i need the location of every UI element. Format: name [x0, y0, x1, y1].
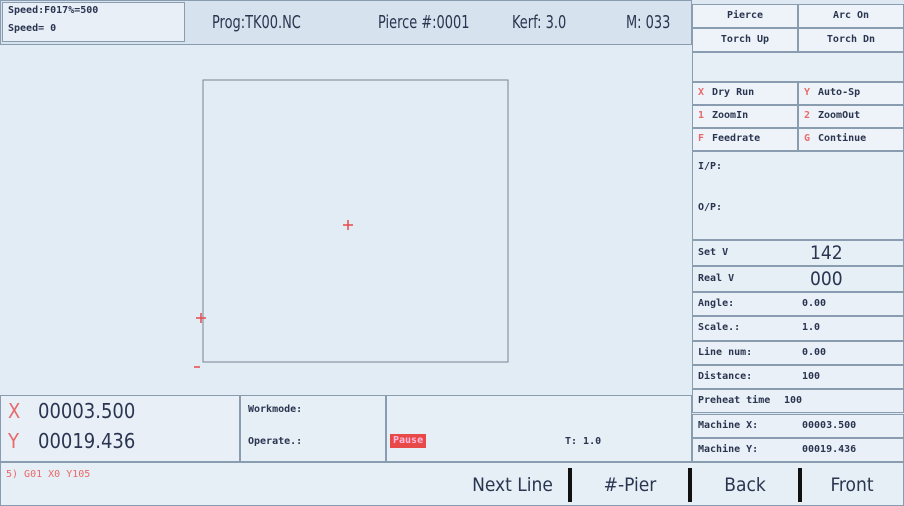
key-label: Auto-Sp [818, 87, 861, 98]
state: Pause [390, 434, 427, 448]
function-key[interactable] [692, 105, 798, 128]
velocity-value: 000 [810, 268, 843, 290]
key-letter: 1 [698, 110, 705, 121]
kerf: Kerf: 3.0 [512, 12, 567, 33]
canvas [0, 45, 692, 395]
axis-letter: X [8, 399, 21, 423]
parameter-value: 00003.500 [802, 419, 857, 431]
key-label: ZoomOut [818, 110, 861, 121]
key-label: Continue [818, 133, 867, 144]
soft-key[interactable]: #-Pier [603, 474, 657, 496]
mode-box [240, 395, 386, 462]
velocity-value: 142 [810, 242, 843, 264]
parameter-label: Distance: [698, 370, 753, 382]
parameter-value: 0.00 [802, 298, 827, 309]
soft-key[interactable]: Back [724, 474, 766, 496]
speed-text: Speed:F017%=500 [8, 5, 99, 16]
parameter-row [692, 340, 904, 365]
parameter-label: Machine Y: [698, 443, 759, 455]
parameter-row [692, 389, 904, 414]
key-letter: F [698, 133, 705, 144]
torch-button[interactable] [798, 4, 904, 28]
m-code: M: 033 [626, 12, 671, 33]
soft-key-divider [798, 468, 802, 502]
velocity-label: Set V [698, 247, 729, 258]
io-label: O/P: [698, 202, 723, 213]
button-label: Torch Up [720, 34, 770, 45]
button-label: Arc On [832, 10, 870, 21]
soft-key[interactable]: Front [830, 474, 874, 496]
function-key[interactable] [692, 82, 798, 105]
pierce-count: Pierce #:0001 [378, 12, 470, 33]
operate: Operate.: [248, 436, 303, 447]
key-label: ZoomIn [712, 110, 749, 121]
key-label: Feedrate [712, 133, 761, 144]
button-label: Pierce [726, 10, 764, 21]
coord-box [0, 395, 240, 462]
parameter-row [692, 292, 904, 317]
parameter-row [692, 437, 904, 463]
soft-key-bar [0, 462, 904, 506]
parameter-row [692, 364, 904, 390]
gcode-line: 5) G01 X0 Y105 [6, 469, 91, 480]
cut-path [202, 79, 509, 363]
velocity-label: Real V [698, 273, 735, 284]
velocity-row [692, 266, 904, 292]
torch-button[interactable] [692, 4, 798, 28]
key-label: Dry Run [712, 87, 755, 98]
function-key[interactable] [692, 128, 798, 151]
soft-key[interactable]: Next Line [472, 474, 553, 496]
parameter-value: 100 [802, 370, 821, 382]
axis-letter: Y [8, 429, 19, 453]
key-letter: Y [804, 87, 811, 98]
soft-key-divider [688, 468, 692, 502]
soft-key-divider [568, 468, 572, 502]
axis-value: 00003.500 [38, 399, 136, 423]
speed-box [2, 2, 185, 42]
origin-marker [194, 220, 353, 368]
parameter-label: Angle: [698, 298, 735, 309]
velocity-row [692, 240, 904, 266]
parameter-label: Machine X: [698, 419, 759, 431]
parameter-value: 100 [784, 395, 803, 407]
parameter-value: 1.0 [802, 322, 821, 334]
state-box [386, 395, 692, 462]
program: Prog:TK00.NC [212, 12, 301, 33]
io-label: I/P: [698, 161, 723, 172]
parameter-label: Line num: [698, 346, 753, 358]
canvas-bg [0, 45, 692, 395]
button-label: Torch Dn [826, 34, 876, 45]
workmode: Workmode: [248, 404, 303, 415]
key-letter: G [804, 133, 811, 144]
parameter-value: 00019.436 [802, 443, 857, 455]
torch-button[interactable] [692, 28, 798, 52]
parameter-value: 0.00 [802, 346, 827, 358]
torch-button[interactable] [798, 28, 904, 52]
parameter-row [692, 413, 904, 438]
parameter-row [692, 316, 904, 341]
key-letter: X [698, 87, 705, 98]
speed-text: Speed= 0 [8, 23, 57, 34]
key-letter: 2 [804, 110, 811, 121]
parameter-label: Preheat time [698, 395, 771, 407]
parameter-label: Scale.: [698, 322, 741, 334]
axis-value: 00019.436 [38, 429, 136, 453]
tool: T: 1.0 [565, 436, 602, 447]
io-box [692, 151, 904, 240]
side-spacer [692, 52, 904, 82]
